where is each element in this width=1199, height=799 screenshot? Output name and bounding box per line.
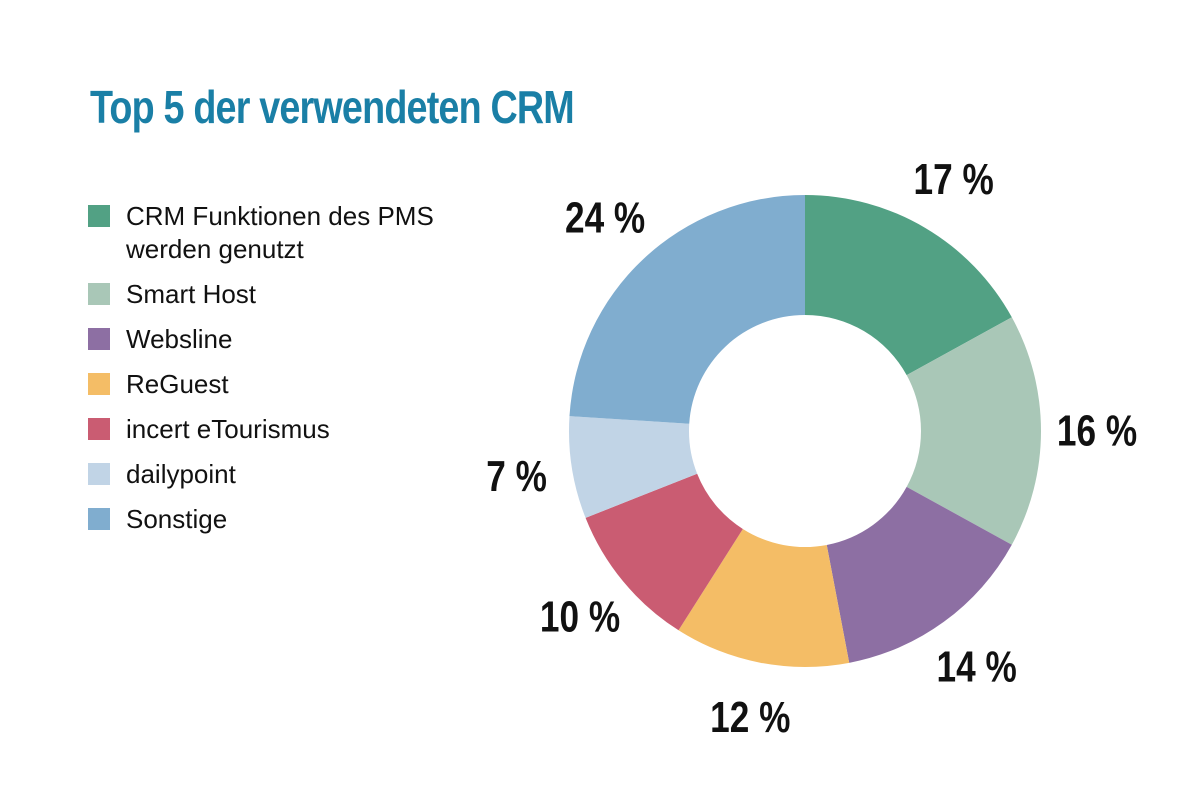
slice-value-label: 16 % [1057, 407, 1137, 456]
donut-slice [906, 317, 1041, 545]
legend-label: Smart Host [126, 279, 257, 309]
legend-item: dailypoint [88, 458, 508, 491]
donut-slice [585, 473, 743, 631]
legend-swatch [88, 283, 110, 305]
legend-label: dailypoint [126, 459, 236, 489]
slice-value-label: 7 % [486, 452, 547, 501]
legend-label: incert eTourismus [126, 414, 330, 444]
legend-item: ReGuest [88, 368, 508, 401]
legend-swatch [88, 508, 110, 530]
legend-swatch [88, 418, 110, 440]
legend: CRM Funktionen des PMS werden genutzt Sm… [88, 200, 508, 548]
slice-value-label: 24 % [565, 194, 645, 243]
slice-value-label: 10 % [540, 593, 620, 642]
donut-slice [678, 528, 850, 667]
slice-value-label: 14 % [937, 643, 1017, 692]
legend-label: Sonstige [126, 504, 228, 534]
legend-swatch [88, 328, 110, 350]
legend-item: CRM Funktionen des PMS werden genutzt [88, 200, 508, 266]
legend-label: Websline [126, 324, 233, 354]
legend-item: Sonstige [88, 503, 508, 536]
legend-item: Smart Host [88, 278, 508, 311]
donut-slice [569, 416, 698, 518]
legend-swatch [88, 205, 110, 227]
legend-label: ReGuest [126, 369, 229, 399]
legend-swatch [88, 373, 110, 395]
legend-item: Websline [88, 323, 508, 356]
legend-label: CRM Funktionen des PMS werden genutzt [126, 201, 434, 264]
donut-slice [826, 486, 1012, 663]
slice-value-label: 12 % [710, 694, 790, 743]
legend-swatch [88, 463, 110, 485]
slice-value-label: 17 % [914, 155, 994, 204]
donut-slice [569, 195, 805, 424]
donut-slice [805, 195, 1012, 376]
legend-item: incert eTourismus [88, 413, 508, 446]
chart-title: Top 5 der verwendeten CRM [90, 81, 575, 133]
